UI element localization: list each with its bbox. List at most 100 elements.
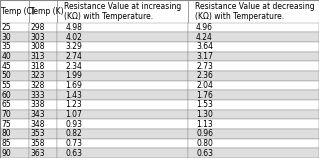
Bar <box>57 100 188 110</box>
Text: 2.74: 2.74 <box>65 52 82 61</box>
Bar <box>57 32 188 42</box>
Text: Temp (K): Temp (K) <box>30 7 64 16</box>
Bar <box>0 23 29 32</box>
Bar <box>29 61 57 71</box>
Text: 1.43: 1.43 <box>65 91 82 100</box>
Text: 4.02: 4.02 <box>65 33 82 42</box>
Bar <box>188 52 319 61</box>
Text: 3.17: 3.17 <box>196 52 213 61</box>
Text: 3.64: 3.64 <box>196 42 213 51</box>
Text: 65: 65 <box>2 100 11 109</box>
Text: 2.34: 2.34 <box>65 62 82 71</box>
Bar <box>57 139 188 148</box>
Text: 55: 55 <box>2 81 11 90</box>
Text: 0.80: 0.80 <box>196 139 213 148</box>
Text: 298: 298 <box>30 23 45 32</box>
Text: 2.73: 2.73 <box>196 62 213 71</box>
Bar <box>0 0 29 23</box>
Text: 363: 363 <box>30 149 45 158</box>
Bar <box>57 90 188 100</box>
Text: 333: 333 <box>30 91 45 100</box>
Bar <box>29 42 57 52</box>
Bar <box>29 90 57 100</box>
Text: 358: 358 <box>30 139 45 148</box>
Text: 348: 348 <box>30 120 45 129</box>
Bar <box>0 52 29 61</box>
Text: 35: 35 <box>2 42 11 51</box>
Bar <box>188 0 319 23</box>
Bar <box>0 100 29 110</box>
Text: 0.63: 0.63 <box>65 149 82 158</box>
Bar <box>29 71 57 81</box>
Text: 323: 323 <box>30 71 45 80</box>
Bar <box>188 61 319 71</box>
Bar <box>57 148 188 158</box>
Text: 50: 50 <box>2 71 11 80</box>
Text: 40: 40 <box>2 52 11 61</box>
Bar <box>29 100 57 110</box>
Text: 0.96: 0.96 <box>196 129 213 138</box>
Bar <box>188 71 319 81</box>
Text: 303: 303 <box>30 33 45 42</box>
Bar <box>188 42 319 52</box>
Text: 1.99: 1.99 <box>65 71 82 80</box>
Text: 1.76: 1.76 <box>196 91 213 100</box>
Bar <box>29 129 57 139</box>
Bar <box>57 0 188 23</box>
Bar <box>188 129 319 139</box>
Bar <box>29 32 57 42</box>
Bar <box>57 61 188 71</box>
Text: 308: 308 <box>30 42 45 51</box>
Bar <box>0 81 29 90</box>
Text: 1.23: 1.23 <box>65 100 82 109</box>
Bar <box>0 32 29 42</box>
Text: 75: 75 <box>2 120 11 129</box>
Text: 1.07: 1.07 <box>65 110 82 119</box>
Text: 353: 353 <box>30 129 45 138</box>
Bar <box>57 23 188 32</box>
Text: 3.29: 3.29 <box>65 42 82 51</box>
Bar <box>57 71 188 81</box>
Text: 80: 80 <box>2 129 11 138</box>
Bar <box>0 61 29 71</box>
Text: 328: 328 <box>30 81 45 90</box>
Bar <box>57 119 188 129</box>
Bar <box>29 0 57 23</box>
Bar <box>0 129 29 139</box>
Text: 338: 338 <box>30 100 45 109</box>
Text: 318: 318 <box>30 62 45 71</box>
Bar <box>29 110 57 119</box>
Text: 4.96: 4.96 <box>196 23 213 32</box>
Text: 45: 45 <box>2 62 11 71</box>
Bar <box>0 71 29 81</box>
Text: 70: 70 <box>2 110 11 119</box>
Text: 343: 343 <box>30 110 45 119</box>
Bar <box>29 148 57 158</box>
Text: 4.24: 4.24 <box>196 33 213 42</box>
Bar <box>188 90 319 100</box>
Bar <box>188 119 319 129</box>
Text: 1.69: 1.69 <box>65 81 82 90</box>
Bar <box>188 148 319 158</box>
Text: 30: 30 <box>2 33 11 42</box>
Bar <box>57 110 188 119</box>
Text: 90: 90 <box>2 149 11 158</box>
Bar <box>0 90 29 100</box>
Text: Resistance Value at increasing
(KΩ) with Temperature.: Resistance Value at increasing (KΩ) with… <box>64 2 181 21</box>
Text: 1.13: 1.13 <box>196 120 213 129</box>
Text: 60: 60 <box>2 91 11 100</box>
Text: 0.93: 0.93 <box>65 120 82 129</box>
Bar <box>188 23 319 32</box>
Bar <box>29 81 57 90</box>
Bar <box>0 42 29 52</box>
Bar <box>57 52 188 61</box>
Bar <box>188 139 319 148</box>
Bar <box>188 100 319 110</box>
Text: 0.63: 0.63 <box>196 149 213 158</box>
Bar <box>29 23 57 32</box>
Text: 1.53: 1.53 <box>196 100 213 109</box>
Text: 313: 313 <box>30 52 45 61</box>
Text: 4.98: 4.98 <box>65 23 82 32</box>
Bar <box>188 110 319 119</box>
Text: 1.30: 1.30 <box>196 110 213 119</box>
